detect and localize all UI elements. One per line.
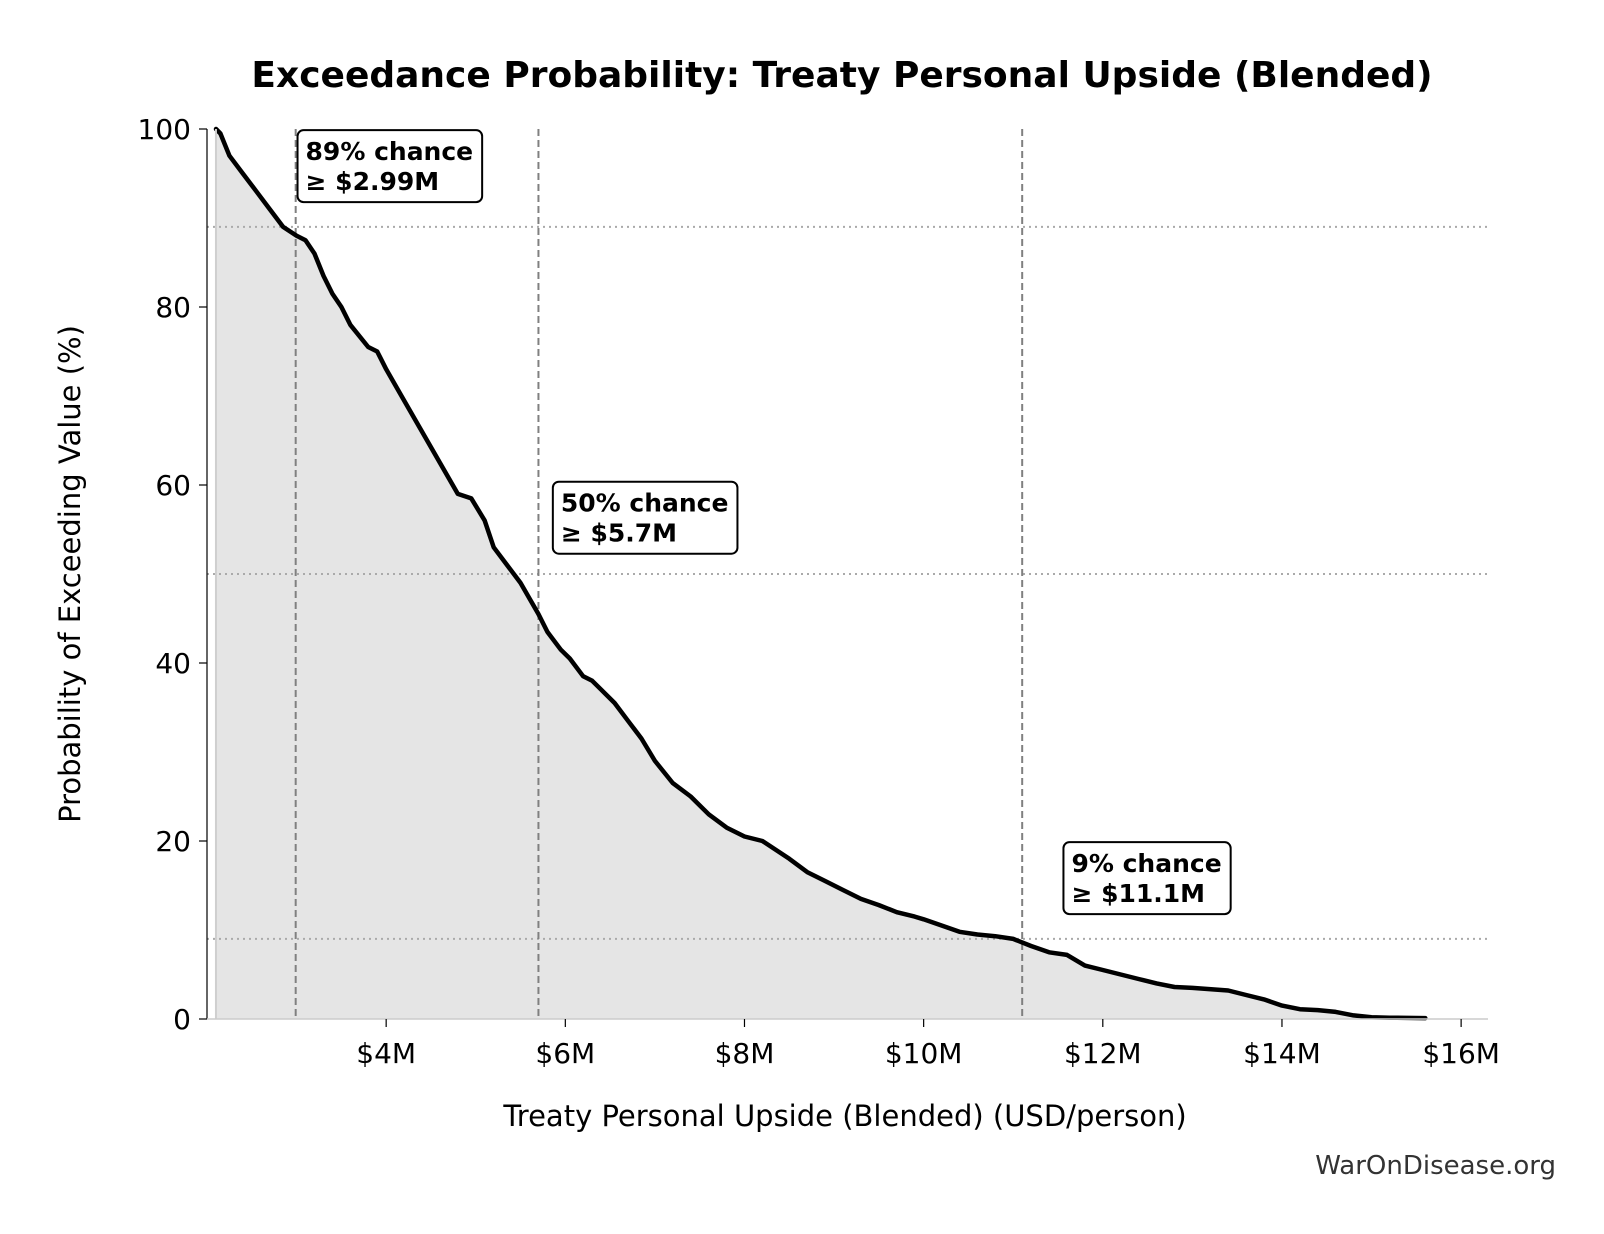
- x-ticks: $4M $6M $8M $10M $12M $14M $16M: [356, 1019, 1500, 1070]
- annotation-line2: ≥ $11.1M: [1071, 879, 1205, 908]
- annotation-frame: [1062, 841, 1232, 916]
- x-tick-label: $4M: [356, 1037, 416, 1070]
- x-tick-label: $10M: [885, 1037, 963, 1070]
- y-tick-label: 60: [155, 469, 191, 502]
- area-fill: [216, 129, 1426, 1019]
- annotation-line1: 9% chance: [1071, 849, 1221, 878]
- x-tick-label: $6M: [535, 1037, 595, 1070]
- x-tick-label: $8M: [715, 1037, 775, 1070]
- y-tick-label: 40: [155, 647, 191, 680]
- x-tick-label: $12M: [1064, 1037, 1142, 1070]
- marker-lines: [294, 129, 1024, 1019]
- axes: $4M $6M $8M $10M $12M $14M $16M 0 20 40 60 80 100: [138, 113, 1500, 1070]
- y-tick-label: 100: [138, 113, 191, 146]
- y-tick-label: 80: [155, 291, 191, 324]
- watermark: WarOnDisease.org: [1315, 1151, 1556, 1181]
- annotation-line2: ≥ $2.99M: [306, 167, 440, 196]
- chart-title: Exceedance Probability: Treaty Personal …: [251, 55, 1432, 96]
- annotation-box: 89% chance≥ $2.99M: [296, 129, 484, 204]
- annotation-frame: [296, 129, 484, 204]
- annotation-box: 50% chance≥ $5.7M: [551, 480, 739, 555]
- x-tick-label: $14M: [1243, 1037, 1321, 1070]
- y-tick-label: 20: [155, 825, 191, 858]
- y-tick-label: 0: [173, 1003, 191, 1036]
- exceedance-line: [213, 126, 1428, 1021]
- annotation-line1: 50% chance: [561, 489, 729, 518]
- annotation-frame: [551, 480, 739, 555]
- annotation-box: 9% chance≥ $11.1M: [1062, 841, 1232, 916]
- x-tick-label: $16M: [1422, 1037, 1500, 1070]
- annotation-line1: 89% chance: [306, 137, 474, 166]
- annotation-line2: ≥ $5.7M: [561, 519, 677, 548]
- y-ticks: 0 20 40 60 80 100: [138, 113, 207, 1036]
- y-axis-label: Probability of Exceeding Value (%): [53, 325, 87, 823]
- annotations: 89% chance≥ $2.99M 50% chance≥ $5.7M 9% ch…: [296, 129, 1232, 916]
- plot-area: 89% chance≥ $2.99M 50% chance≥ $5.7M 9% ch…: [207, 126, 1488, 1021]
- x-axis-label: Treaty Personal Upside (Blended) (USD/pe…: [502, 1099, 1186, 1133]
